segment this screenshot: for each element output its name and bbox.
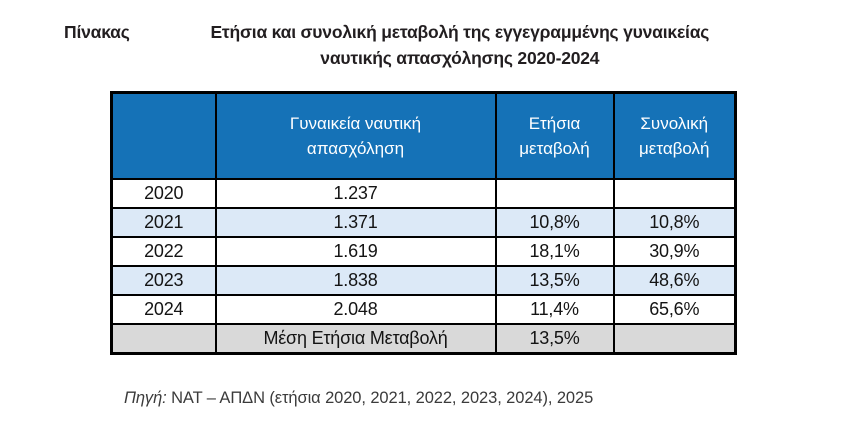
annual-change-cell: 10,8%	[494, 207, 615, 238]
source-label: Πηγή:	[124, 389, 167, 407]
annual-change-cell: 18,1%	[494, 236, 615, 267]
total-change-cell: 48,6%	[612, 265, 737, 296]
summary-annual-cell: 13,5%	[494, 323, 615, 355]
annual-change-cell: 11,4%	[494, 294, 615, 325]
header-annual-line1: Ετήσια	[528, 114, 581, 133]
table-row-2022: 2022 1.619 18,1% 30,9%	[110, 236, 737, 267]
employment-cell: 1.619	[214, 236, 497, 267]
header-employment-line1: Γυναικεία ναυτική	[289, 114, 422, 133]
header-total-change: Συνολική μεταβολή	[612, 91, 737, 180]
source-text: ΝΑΤ – ΑΠΔΝ (ετήσια 2020, 2021, 2022, 202…	[166, 389, 594, 407]
year-cell: 2020	[110, 178, 217, 209]
summary-empty-cell	[110, 323, 217, 355]
header-employment-line2: απασχόληση	[306, 139, 405, 158]
annual-change-cell: 13,5%	[494, 265, 615, 296]
employment-cell: 1.237	[214, 178, 497, 209]
year-cell: 2024	[110, 294, 217, 325]
summary-label-cell: Μέση Ετήσια Μεταβολή	[214, 323, 497, 355]
total-change-cell: 65,6%	[612, 294, 737, 325]
table-row-2020: 2020 1.237	[110, 178, 737, 209]
employment-cell: 2.048	[214, 294, 497, 325]
year-cell: 2023	[110, 265, 217, 296]
total-change-cell: 30,9%	[612, 236, 737, 267]
table-row-2024: 2024 2.048 11,4% 65,6%	[110, 294, 737, 325]
year-cell: 2021	[110, 207, 217, 238]
year-cell: 2022	[110, 236, 217, 267]
header-row: Γυναικεία ναυτική απασχόληση Ετήσια μετα…	[110, 91, 737, 180]
annual-change-cell	[494, 178, 615, 209]
table-title: Ετήσια και συνολική μεταβολή της εγγεγρα…	[130, 19, 790, 71]
table-title-line2: ναυτικής απασχόλησης 2020-2024	[320, 48, 600, 68]
source-note: Πηγή: ΝΑΤ – ΑΠΔΝ (ετήσια 2020, 2021, 202…	[124, 389, 593, 408]
header-annual-change: Ετήσια μεταβολή	[494, 91, 615, 180]
table-heading: Πίνακας Ετήσια και συνολική μεταβολή της…	[64, 19, 790, 71]
employment-table: Γυναικεία ναυτική απασχόληση Ετήσια μετα…	[110, 91, 737, 355]
header-empty-cell	[110, 91, 217, 180]
header-employment: Γυναικεία ναυτική απασχόληση	[214, 91, 497, 180]
table-label: Πίνακας	[64, 22, 130, 42]
summary-row: Μέση Ετήσια Μεταβολή 13,5%	[110, 323, 737, 355]
header-annual-line2: μεταβολή	[519, 139, 590, 158]
total-change-cell	[612, 178, 737, 209]
total-change-cell: 10,8%	[612, 207, 737, 238]
table-title-line1: Ετήσια και συνολική μεταβολή της εγγεγρα…	[210, 22, 710, 42]
table-row-2021: 2021 1.371 10,8% 10,8%	[110, 207, 737, 238]
header-total-line2: μεταβολή	[638, 139, 710, 158]
employment-cell: 1.371	[214, 207, 497, 238]
header-total-line1: Συνολική	[640, 114, 709, 133]
employment-cell: 1.838	[214, 265, 497, 296]
summary-total-cell	[612, 323, 737, 355]
table-row-2023: 2023 1.838 13,5% 48,6%	[110, 265, 737, 296]
